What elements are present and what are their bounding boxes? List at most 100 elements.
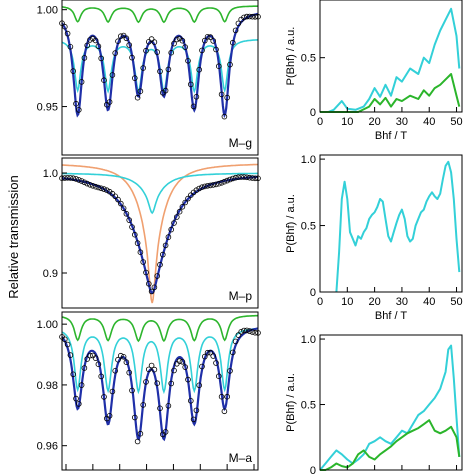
data-point bbox=[188, 397, 194, 404]
data-point bbox=[235, 174, 242, 181]
data-point bbox=[165, 66, 172, 73]
y-tick-label: 1.00 bbox=[37, 5, 58, 17]
data-point bbox=[132, 414, 138, 421]
data-point bbox=[190, 103, 197, 110]
x-tick-label: 10 bbox=[341, 116, 353, 128]
distribution-panel: 0 0.5 0 10 20 30 40 50 Bhf / T P(Bhf) / a.u. bbox=[285, 0, 463, 142]
data-point bbox=[90, 183, 96, 189]
data-point bbox=[123, 35, 130, 42]
data-point bbox=[232, 338, 239, 345]
data-point bbox=[112, 50, 118, 56]
panel-frame bbox=[61, 311, 259, 471]
data-point bbox=[249, 329, 256, 335]
x-tick-label: 30 bbox=[396, 116, 408, 128]
data-point bbox=[204, 183, 211, 189]
panel-label: M–a bbox=[229, 451, 253, 465]
data-point bbox=[98, 55, 104, 62]
data-point bbox=[174, 214, 180, 220]
data-point bbox=[168, 380, 175, 387]
data-point bbox=[249, 13, 256, 20]
component-curve bbox=[61, 314, 259, 343]
data-point bbox=[182, 44, 189, 50]
y-tick-label: 1.0 bbox=[43, 168, 58, 180]
data-point bbox=[230, 39, 236, 46]
panel-frame bbox=[319, 334, 463, 471]
data-point bbox=[143, 379, 149, 385]
data-point bbox=[101, 186, 107, 192]
data-point bbox=[213, 46, 219, 53]
data-point bbox=[190, 416, 197, 423]
x-tick-label: 50 bbox=[450, 116, 462, 128]
data-point bbox=[70, 68, 76, 74]
data-point bbox=[171, 40, 177, 47]
data-point bbox=[78, 79, 85, 85]
data-point bbox=[162, 242, 169, 249]
data-point bbox=[193, 94, 200, 100]
data-point bbox=[188, 81, 194, 88]
data-point bbox=[168, 49, 175, 56]
data-point bbox=[81, 179, 88, 186]
component-curve bbox=[61, 5, 259, 24]
data-point bbox=[92, 355, 99, 361]
data-point bbox=[224, 177, 231, 184]
data-point bbox=[202, 37, 208, 44]
data-point bbox=[70, 175, 76, 182]
data-point bbox=[221, 113, 228, 120]
data-point bbox=[204, 33, 211, 40]
data-point bbox=[98, 185, 104, 192]
data-point bbox=[112, 367, 118, 374]
data-point bbox=[92, 37, 99, 44]
data-point bbox=[179, 204, 186, 210]
data-point bbox=[171, 367, 177, 374]
data-point bbox=[221, 408, 228, 415]
data-point bbox=[64, 175, 71, 181]
data-point bbox=[230, 349, 236, 356]
data-point bbox=[84, 180, 90, 187]
data-point bbox=[179, 358, 186, 365]
x-tick-label: 0 bbox=[317, 116, 323, 128]
data-point bbox=[140, 65, 147, 71]
data-point bbox=[73, 395, 79, 402]
data-point bbox=[151, 366, 158, 373]
data-point bbox=[182, 199, 189, 206]
data-point bbox=[224, 393, 231, 400]
data-point bbox=[193, 187, 200, 194]
data-point bbox=[76, 107, 82, 113]
data-point bbox=[171, 220, 177, 226]
panel-frame bbox=[61, 157, 259, 309]
data-point bbox=[202, 353, 208, 360]
data-point bbox=[98, 373, 104, 380]
spectra-column: 0.95 1.00 M–g 0.9 1.0 M–p 0.96 0.98 1.00 M–a bbox=[37, 0, 261, 471]
data-point bbox=[140, 402, 147, 408]
y-tick-label: 0.9 bbox=[43, 268, 58, 280]
data-point bbox=[106, 99, 113, 105]
distribution-panel: 0 0.5 1.0 P(Bhf) / a.u. bbox=[285, 334, 463, 474]
spectrum-panel: 0.96 0.98 1.00 M–a bbox=[37, 311, 261, 471]
data-point bbox=[78, 382, 85, 388]
data-point bbox=[87, 352, 93, 359]
data-point bbox=[137, 88, 144, 94]
y-tick-label: 0.98 bbox=[37, 380, 58, 392]
data-point bbox=[162, 87, 169, 94]
data-point bbox=[168, 226, 175, 233]
data-point bbox=[246, 174, 253, 181]
data-point bbox=[230, 175, 236, 182]
data-point bbox=[120, 32, 127, 39]
data-point bbox=[244, 327, 250, 334]
x-tick-label: 20 bbox=[368, 296, 380, 308]
data-point bbox=[146, 280, 152, 287]
data-point bbox=[216, 373, 222, 380]
data-point bbox=[148, 288, 155, 295]
data-point bbox=[90, 35, 96, 42]
data-point bbox=[148, 362, 155, 369]
data-point bbox=[81, 55, 88, 61]
data-point bbox=[157, 405, 163, 412]
data-point bbox=[216, 63, 222, 69]
data-point bbox=[224, 94, 231, 101]
data-point bbox=[123, 211, 130, 217]
data-point bbox=[126, 42, 132, 48]
data-point bbox=[129, 224, 135, 230]
data-point bbox=[151, 39, 158, 45]
data-point bbox=[154, 380, 161, 387]
data-point bbox=[143, 47, 149, 54]
